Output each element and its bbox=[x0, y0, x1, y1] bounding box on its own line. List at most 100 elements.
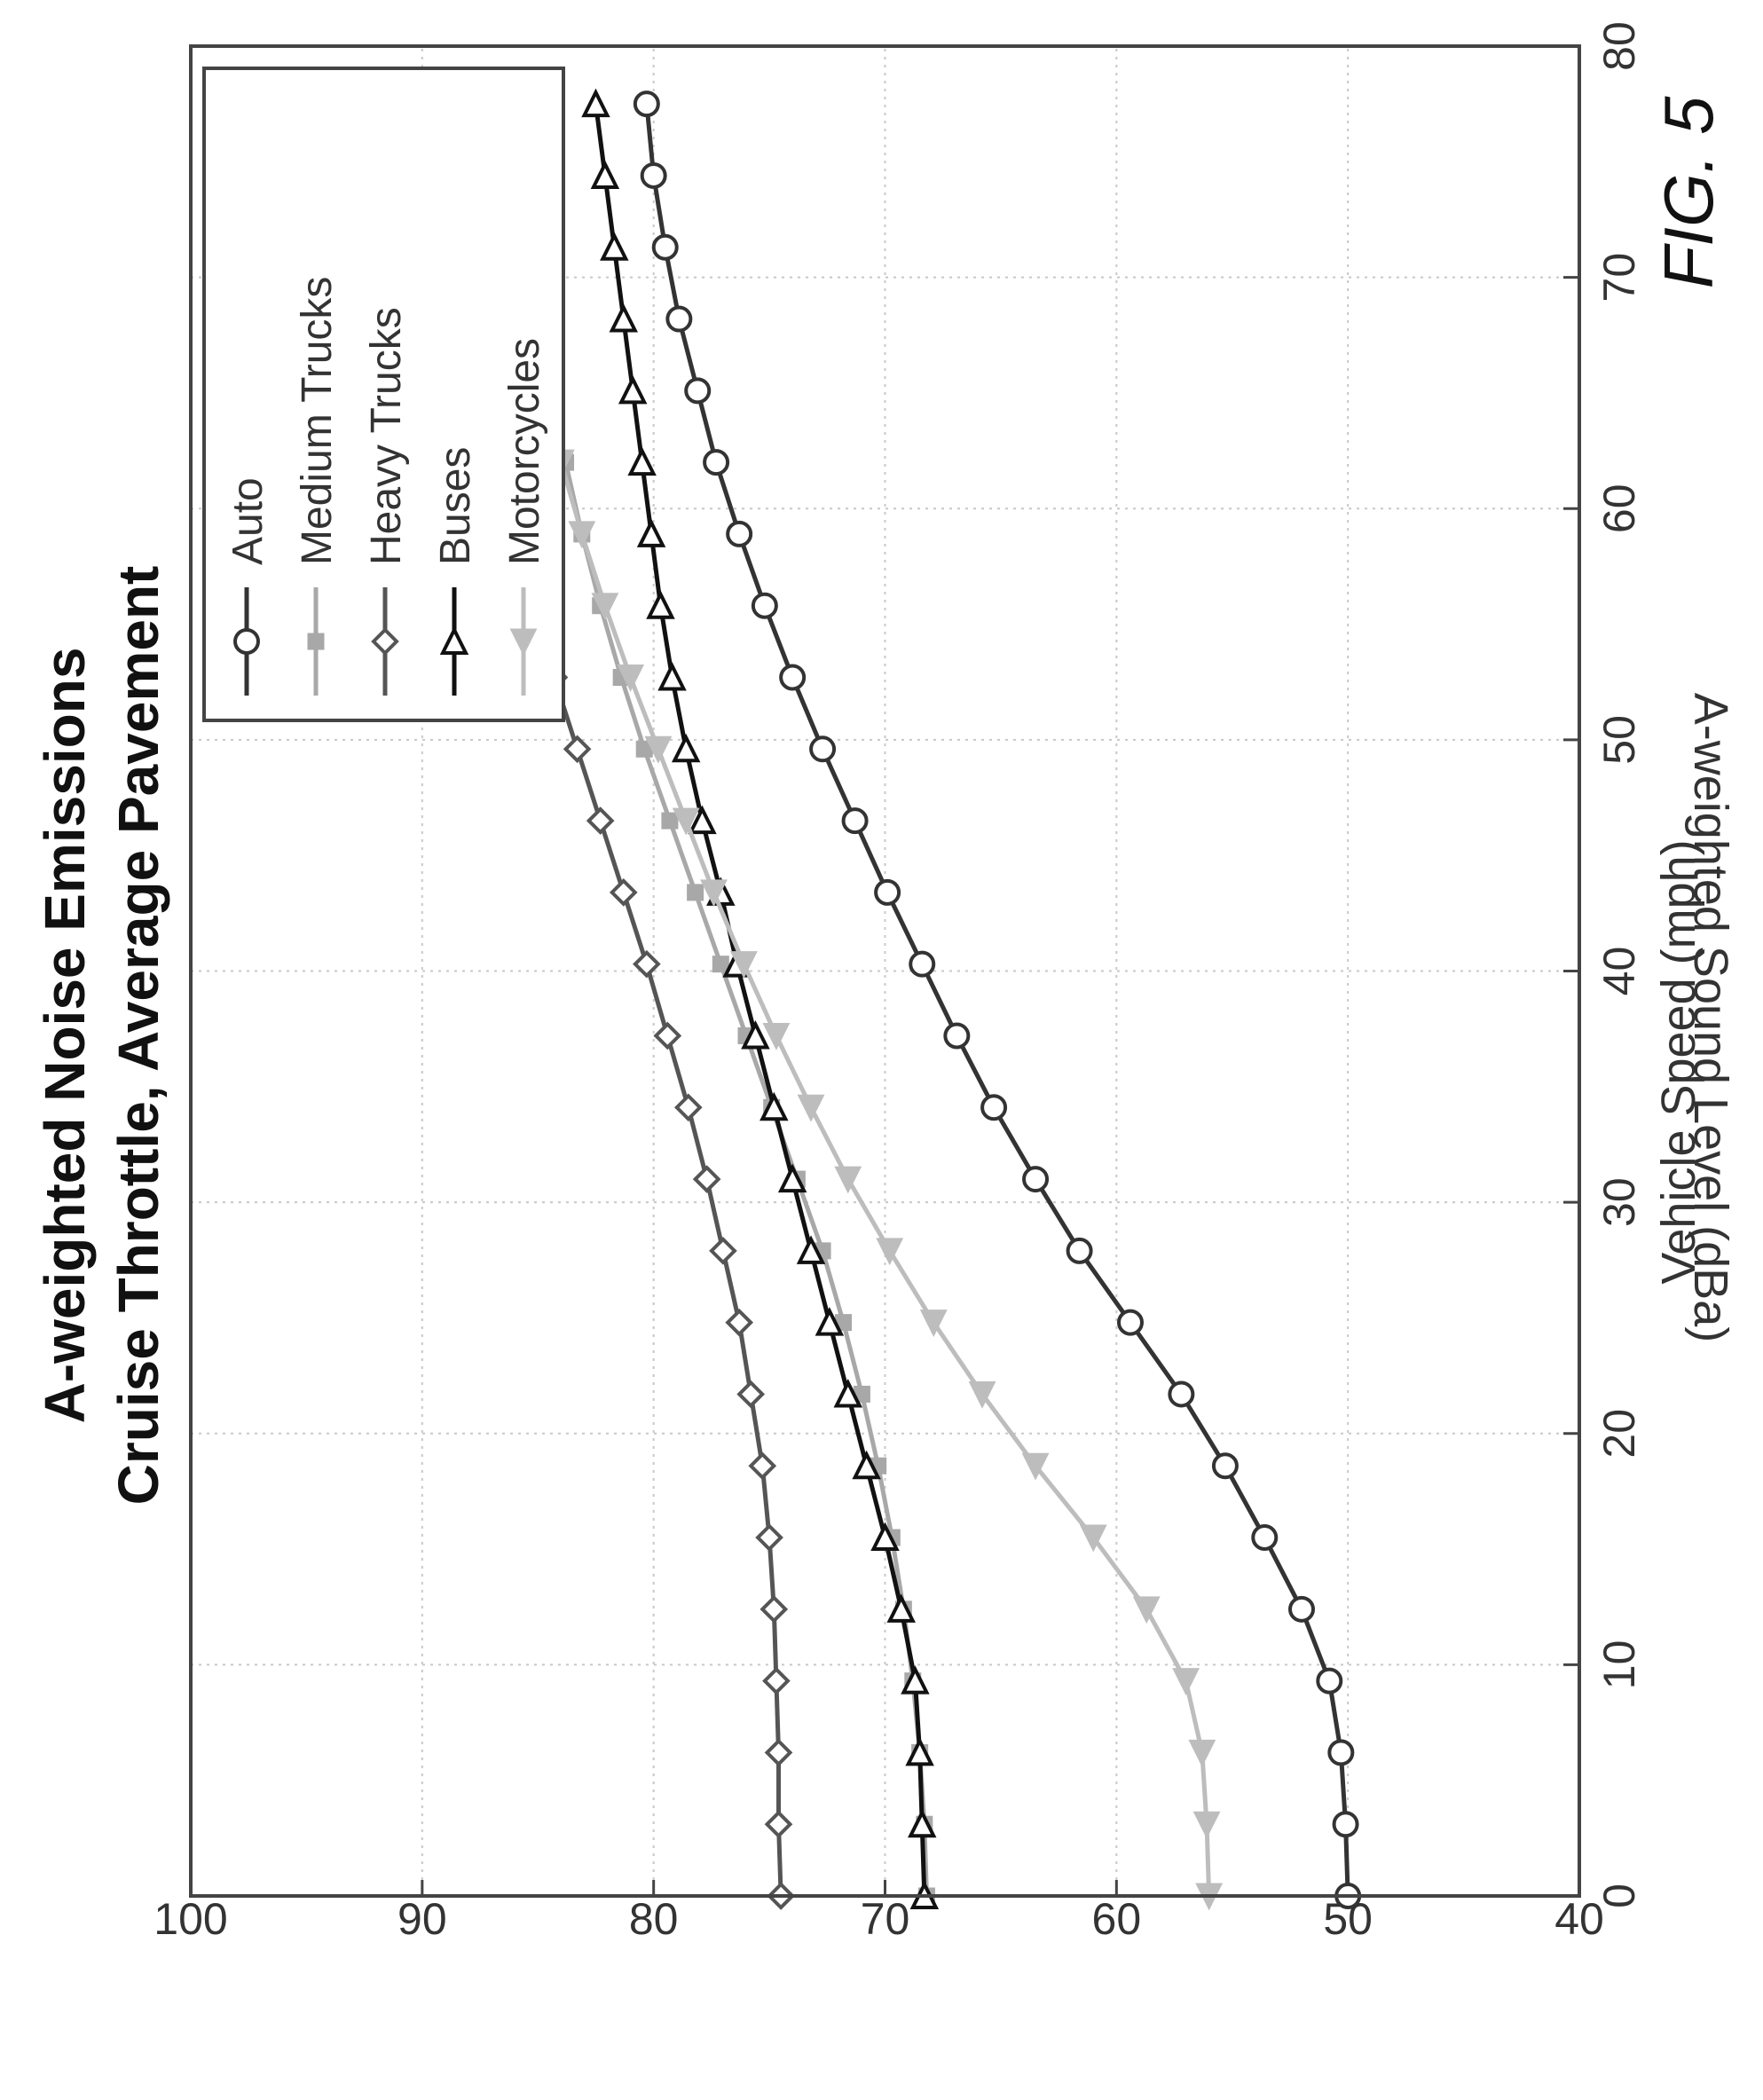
data-point bbox=[762, 1666, 791, 1695]
data-point bbox=[907, 1808, 937, 1838]
data-point bbox=[591, 593, 619, 621]
series-auto bbox=[633, 90, 1362, 1909]
x-tick-label: 60 bbox=[1594, 484, 1644, 533]
data-point bbox=[617, 665, 645, 692]
data-point bbox=[909, 950, 936, 978]
data-point bbox=[646, 590, 675, 619]
data-point bbox=[1022, 1166, 1050, 1193]
data-point bbox=[600, 232, 629, 261]
x-axis-ticks: 0 10 20 30 40 50 60 70 80 bbox=[1563, 21, 1644, 1908]
data-point bbox=[748, 1451, 777, 1481]
data-point bbox=[586, 806, 615, 835]
legend-marker bbox=[439, 625, 469, 655]
data-point bbox=[833, 1378, 863, 1408]
y-tick-label: 100 bbox=[153, 1894, 227, 1944]
data-point bbox=[633, 90, 660, 118]
data-point bbox=[609, 878, 638, 907]
data-point bbox=[876, 1238, 904, 1266]
data-point bbox=[636, 518, 666, 547]
data-point bbox=[901, 1665, 930, 1695]
x-tick-label: 30 bbox=[1594, 1177, 1644, 1227]
data-point bbox=[618, 374, 648, 405]
chart-title: A-weighted Noise Emissions bbox=[33, 648, 97, 1424]
data-point bbox=[1066, 1237, 1093, 1264]
data-point bbox=[809, 735, 837, 763]
data-point bbox=[1021, 1452, 1050, 1481]
figure-label: FIG. 5 bbox=[1649, 96, 1728, 288]
legend: Auto Medium Trucks Heavy Trucks Buses Motorc… bbox=[202, 67, 565, 722]
legend-label: Medium Trucks bbox=[294, 277, 341, 565]
data-point bbox=[729, 951, 758, 979]
data-point bbox=[764, 1738, 793, 1767]
x-tick-label: 50 bbox=[1594, 715, 1644, 765]
data-point bbox=[673, 1093, 703, 1122]
legend-marker bbox=[307, 633, 325, 650]
data-point bbox=[815, 1307, 845, 1336]
data-point bbox=[968, 1380, 996, 1409]
data-point bbox=[764, 1810, 793, 1839]
data-point bbox=[779, 664, 807, 691]
legend-label: Heavy Trucks bbox=[363, 307, 410, 565]
data-point bbox=[671, 733, 701, 763]
data-point bbox=[1168, 1380, 1195, 1408]
legend-marker bbox=[233, 628, 260, 655]
data-point bbox=[919, 1310, 948, 1338]
data-point bbox=[755, 1523, 783, 1552]
data-point bbox=[581, 88, 610, 118]
data-point bbox=[692, 1165, 721, 1193]
data-point bbox=[687, 884, 704, 901]
data-point bbox=[751, 592, 778, 619]
data-point bbox=[760, 1594, 789, 1624]
data-point bbox=[590, 160, 620, 189]
chart-subtitle: Cruise Throttle, Average Pavement bbox=[106, 566, 170, 1506]
data-point bbox=[1316, 1667, 1343, 1695]
data-point bbox=[1188, 1739, 1216, 1767]
data-point bbox=[1288, 1595, 1315, 1623]
y-tick-label: 60 bbox=[1092, 1894, 1142, 1944]
data-point bbox=[703, 449, 730, 476]
x-tick-label: 70 bbox=[1594, 253, 1644, 303]
data-point bbox=[651, 233, 679, 261]
data-point bbox=[834, 1166, 862, 1194]
data-point bbox=[1172, 1668, 1200, 1695]
series-buses bbox=[581, 88, 940, 1909]
data-point bbox=[741, 1020, 770, 1050]
data-point bbox=[1211, 1452, 1239, 1480]
data-point bbox=[980, 1094, 1008, 1121]
x-tick-label: 10 bbox=[1594, 1640, 1644, 1690]
data-point bbox=[709, 1237, 737, 1265]
x-tick-label: 0 bbox=[1594, 1884, 1644, 1908]
data-point bbox=[1332, 1811, 1359, 1838]
data-point bbox=[1116, 1309, 1144, 1336]
legend-label: Auto bbox=[224, 477, 272, 565]
data-point bbox=[563, 735, 592, 764]
data-point bbox=[684, 377, 712, 405]
data-point bbox=[609, 303, 638, 333]
y-tick-label: 90 bbox=[397, 1894, 447, 1944]
data-point bbox=[852, 1450, 881, 1480]
y-tick-label: 80 bbox=[629, 1894, 679, 1944]
data-point bbox=[943, 1022, 971, 1050]
data-point bbox=[657, 662, 687, 691]
data-point bbox=[1192, 1811, 1221, 1839]
data-point bbox=[726, 520, 753, 547]
data-point bbox=[1132, 1596, 1161, 1624]
legend-marker bbox=[509, 628, 538, 657]
data-point bbox=[870, 1522, 900, 1552]
data-point bbox=[736, 1380, 766, 1409]
data-point bbox=[1327, 1739, 1355, 1766]
data-point bbox=[665, 305, 693, 333]
data-point bbox=[874, 878, 901, 906]
data-point bbox=[644, 735, 673, 764]
legend-label: Buses bbox=[432, 447, 479, 565]
data-point bbox=[627, 446, 657, 476]
y-tick-label: 70 bbox=[861, 1894, 910, 1944]
data-point bbox=[841, 807, 869, 835]
legend-marker bbox=[371, 627, 399, 656]
y-tick-label: 40 bbox=[1554, 1894, 1604, 1944]
legend-label: Motorcycles bbox=[501, 338, 548, 565]
data-point bbox=[796, 1235, 826, 1264]
data-point bbox=[640, 161, 667, 189]
